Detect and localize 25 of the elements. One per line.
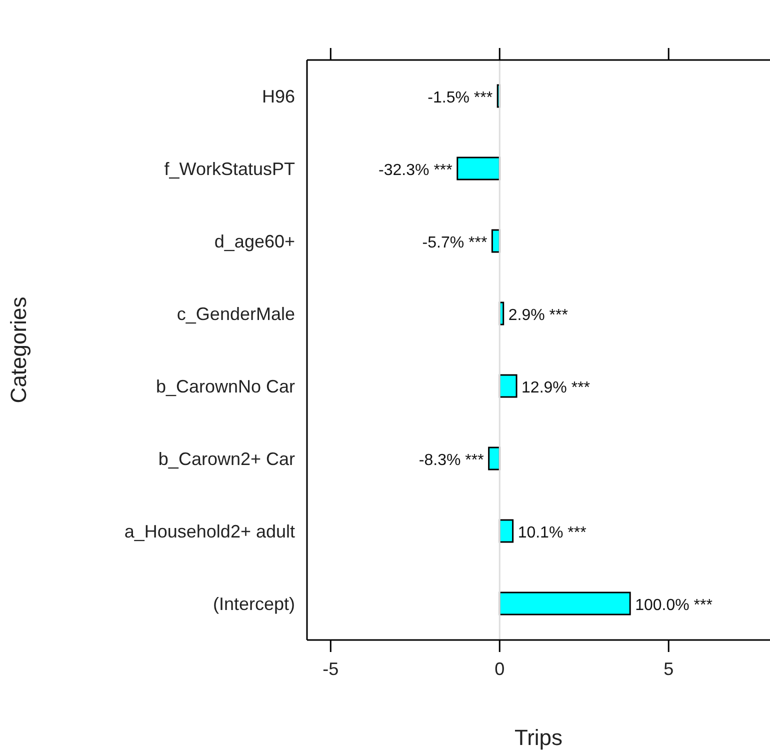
y-tick-label: a_Household2+ adult bbox=[124, 522, 295, 542]
y-axis-title: Categories bbox=[6, 296, 31, 404]
y-tick-label: b_CarownNo Car bbox=[156, 376, 296, 397]
bar bbox=[456, 156, 500, 180]
annotation: 12.9% *** bbox=[522, 379, 590, 396]
annotation: 10.1% *** bbox=[518, 524, 586, 542]
annotation: -5.7% *** bbox=[422, 234, 488, 252]
x-tick-label: -5 bbox=[322, 658, 339, 679]
bar bbox=[498, 592, 631, 616]
y-tick-label: H96 bbox=[262, 86, 295, 107]
annotation: -8.3% *** bbox=[418, 452, 484, 469]
annotation: 100.0% *** bbox=[635, 596, 712, 614]
y-tick-label: b_Carown2+ Car bbox=[158, 449, 295, 470]
y-tick-label: f_WorkStatusPT bbox=[164, 159, 295, 180]
y-tick-label: d_age60+ bbox=[214, 232, 295, 252]
y-tick-label: (Intercept) bbox=[212, 594, 295, 614]
bar bbox=[498, 374, 518, 398]
annotation: -32.3% *** bbox=[378, 162, 452, 179]
x-tick-label: 5 bbox=[664, 658, 674, 679]
y-tick-label: c_GenderMale bbox=[176, 304, 295, 324]
x-axis-title: Trips bbox=[514, 725, 563, 750]
annotation: -1.5% *** bbox=[428, 89, 493, 106]
bar bbox=[488, 446, 500, 470]
x-tick-label: 0 bbox=[494, 658, 505, 679]
annotation: 2.9% *** bbox=[508, 306, 568, 324]
